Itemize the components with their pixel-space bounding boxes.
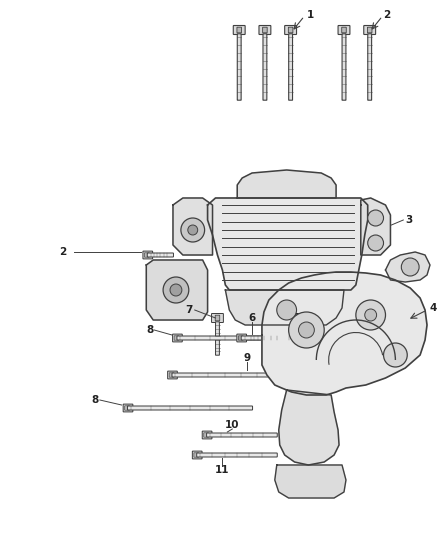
Text: 6: 6 [248,313,256,323]
Circle shape [368,210,384,226]
FancyBboxPatch shape [233,26,245,35]
Circle shape [181,218,205,242]
Polygon shape [262,272,427,395]
FancyBboxPatch shape [145,253,149,257]
FancyBboxPatch shape [215,315,220,321]
FancyBboxPatch shape [177,336,272,340]
Circle shape [368,235,384,251]
Circle shape [188,225,198,235]
FancyBboxPatch shape [263,34,267,100]
FancyBboxPatch shape [172,373,277,377]
FancyBboxPatch shape [127,406,253,410]
Polygon shape [208,198,368,290]
FancyBboxPatch shape [263,27,267,33]
Text: 2: 2 [384,10,391,20]
FancyBboxPatch shape [215,322,219,355]
Circle shape [401,258,419,276]
Circle shape [299,322,314,338]
Circle shape [384,343,407,367]
FancyBboxPatch shape [125,406,130,410]
FancyBboxPatch shape [173,334,182,342]
FancyBboxPatch shape [364,26,376,35]
Text: 5: 5 [293,313,300,323]
Polygon shape [146,260,208,320]
FancyBboxPatch shape [238,336,243,340]
Polygon shape [361,198,390,255]
FancyBboxPatch shape [174,336,179,340]
FancyBboxPatch shape [169,373,174,377]
FancyBboxPatch shape [202,431,212,439]
FancyBboxPatch shape [204,433,208,437]
FancyBboxPatch shape [237,27,241,33]
FancyBboxPatch shape [368,34,371,100]
FancyBboxPatch shape [168,371,177,379]
Circle shape [289,312,324,348]
Polygon shape [275,465,346,498]
FancyBboxPatch shape [342,27,346,33]
FancyBboxPatch shape [283,336,288,340]
FancyBboxPatch shape [367,27,372,33]
Text: 7: 7 [185,305,193,315]
Text: 8: 8 [92,395,99,405]
FancyBboxPatch shape [237,34,241,100]
FancyBboxPatch shape [147,253,173,257]
Circle shape [170,284,182,296]
Polygon shape [385,252,430,282]
Text: 2: 2 [59,247,67,257]
FancyBboxPatch shape [286,336,332,340]
FancyBboxPatch shape [197,453,277,457]
Polygon shape [279,390,339,465]
Text: 10: 10 [225,420,240,430]
Text: 3: 3 [405,215,413,225]
Text: 1: 1 [307,10,314,20]
FancyBboxPatch shape [289,34,293,100]
FancyBboxPatch shape [143,251,152,259]
Polygon shape [226,290,344,325]
FancyBboxPatch shape [281,334,291,342]
FancyBboxPatch shape [241,336,287,340]
Text: 4: 4 [430,303,438,313]
FancyBboxPatch shape [192,451,202,459]
FancyBboxPatch shape [338,26,350,35]
FancyBboxPatch shape [123,404,133,412]
Text: 11: 11 [215,465,230,475]
Circle shape [365,309,377,321]
FancyBboxPatch shape [259,26,271,35]
FancyBboxPatch shape [288,27,293,33]
Polygon shape [237,170,336,198]
Text: 9: 9 [244,353,251,363]
Polygon shape [173,198,212,255]
FancyBboxPatch shape [342,34,346,100]
Circle shape [277,300,297,320]
FancyBboxPatch shape [207,433,277,437]
Circle shape [356,300,385,330]
FancyBboxPatch shape [194,453,199,457]
FancyBboxPatch shape [212,313,223,322]
Circle shape [163,277,189,303]
FancyBboxPatch shape [237,334,247,342]
Text: 8: 8 [146,325,153,335]
FancyBboxPatch shape [285,26,297,35]
